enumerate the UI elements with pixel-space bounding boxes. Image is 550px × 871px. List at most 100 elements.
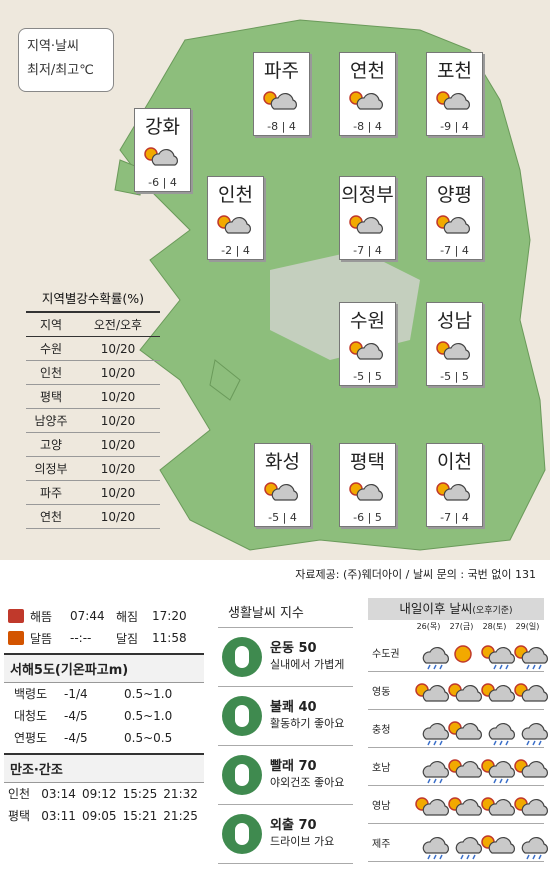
- rain-probability-table: 지역별강수확률(%) 지역 오전/오후 수원 10/20 인천 10/20 평택 10/2…: [26, 288, 160, 529]
- moonset-time: 11:58: [152, 631, 187, 645]
- rain-table-row: 수원 10/20: [26, 337, 160, 361]
- life-index-value: 불쾌 40: [270, 700, 317, 715]
- city-low: -5: [353, 370, 365, 383]
- city-name: 포천: [437, 60, 472, 82]
- moonset-label: 달짐: [116, 631, 139, 646]
- rain-region: 평택: [39, 390, 63, 404]
- life-index-title: 생활날씨 지수: [218, 598, 353, 628]
- moon-icon: [8, 631, 24, 645]
- life-index-item: 운동 50 실내에서 가볍게: [218, 628, 353, 687]
- sun-cloud-icon: [412, 793, 449, 817]
- rain-value: 10/20: [100, 342, 136, 356]
- sun-cloud-icon: [445, 717, 482, 741]
- tides-title: 만조·간조: [4, 753, 204, 783]
- city-high: 4: [374, 244, 382, 257]
- sun-cloud-icon: [141, 143, 185, 171]
- life-index-value: 외출 70: [270, 818, 317, 833]
- city-high: 4: [242, 244, 250, 257]
- sun-cloud-icon: [346, 211, 390, 239]
- sun-cloud-icon: [346, 337, 390, 365]
- city-low: -7: [440, 511, 452, 524]
- rain-table-row: 인천 10/20: [26, 361, 160, 385]
- rain-table-row: 연천 10/20: [26, 505, 160, 529]
- wave-height: 0.5~0.5: [124, 731, 173, 745]
- rain-region: 고양: [39, 438, 63, 452]
- sun-cloud-icon: [511, 755, 548, 779]
- tide-place: 평택: [8, 809, 31, 823]
- rain-region: 인천: [39, 366, 63, 380]
- tide-row: 인천 03:14 09:12 15:25 21:32: [4, 783, 204, 805]
- sun-cloud-icon: [511, 679, 548, 703]
- rain-table-row: 남양주 10/20: [26, 409, 160, 433]
- rain-region: 파주: [39, 486, 63, 500]
- week-row: 충청: [368, 710, 548, 748]
- sun-cloud-icon: [346, 478, 390, 506]
- cloud-rain-icon: [511, 717, 548, 745]
- sun-row: 해뜸 07:44 해짐 17:20: [4, 605, 204, 627]
- city-high: 4: [169, 176, 177, 189]
- rain-table-row: 파주 10/20: [26, 481, 160, 505]
- life-index-item: 외출 70 드라이브 가요: [218, 805, 353, 864]
- week-forecast: 내일이후 날씨(오후기준) 26(목) 27(금) 28(토) 29(일) 수도…: [368, 598, 548, 862]
- city-temp: -2 | 4: [221, 244, 250, 257]
- life-weather-index: 생활날씨 지수 운동 50 실내에서 가볍게 불쾌 40 활동하기 좋아요 빨래 70 야…: [218, 598, 353, 864]
- city-temp: -7 | 4: [440, 244, 469, 257]
- waves-title: 서해5도(기온파고m): [4, 653, 204, 683]
- rain-region: 수원: [39, 342, 63, 356]
- city-high: 4: [461, 120, 469, 133]
- city-name: 이천: [437, 451, 472, 473]
- wave-temp: -4/5: [64, 709, 88, 723]
- cloud-rain-icon: [511, 831, 548, 859]
- city-temp: -8 | 4: [267, 120, 296, 133]
- city-high: 5: [374, 370, 382, 383]
- sun-cloud-icon: [511, 793, 548, 817]
- week-row: 영동: [368, 672, 548, 710]
- tide-time: 21:25: [163, 809, 198, 823]
- sun-cloud-icon: [261, 478, 305, 506]
- city-card-6: 의정부 -7 | 4: [339, 176, 396, 260]
- outing-icon: [222, 814, 262, 854]
- city-card-10: 화성 -5 | 4: [254, 443, 311, 527]
- city-card-5: 인천 -2 | 4: [207, 176, 264, 260]
- city-temp: -7 | 4: [353, 244, 382, 257]
- rain-header-ampm: 오전/오후: [93, 318, 143, 332]
- tide-time: 09:12: [81, 787, 117, 801]
- city-name: 인천: [218, 184, 253, 206]
- rain-value: 10/20: [100, 462, 136, 476]
- moonrise-label: 달뜸: [30, 631, 53, 646]
- cloud-rain-icon: [412, 831, 449, 859]
- city-card-1: 파주 -8 | 4: [253, 52, 310, 136]
- cloud-rain-icon: [412, 717, 449, 745]
- city-high: 4: [374, 120, 382, 133]
- city-name: 의정부: [341, 184, 394, 206]
- city-temp: -6 | 4: [148, 176, 177, 189]
- city-card-2: 연천 -8 | 4: [339, 52, 396, 136]
- rain-value: 10/20: [100, 366, 136, 380]
- week-region: 영동: [372, 687, 391, 698]
- city-name: 강화: [145, 116, 180, 138]
- sunset-label: 해짐: [116, 609, 139, 624]
- city-card-8: 수원 -5 | 5: [339, 302, 396, 386]
- tide-time: 15:25: [122, 787, 158, 801]
- city-low: -5: [440, 370, 452, 383]
- week-title-note: (오후기준): [472, 606, 513, 616]
- week-date: 26(목): [416, 622, 441, 631]
- sun-cloud-icon: [445, 679, 482, 703]
- rain-table-row: 의정부 10/20: [26, 457, 160, 481]
- sun-moon-panel: 해뜸 07:44 해짐 17:20 달뜸 --:-- 달짐 11:58 서해5도…: [4, 605, 204, 827]
- sun-cloud-icon: [433, 211, 477, 239]
- city-high: 5: [461, 370, 469, 383]
- tide-time: 09:05: [81, 809, 117, 823]
- city-low: -6: [148, 176, 160, 189]
- sun-cloud-icon: [478, 831, 515, 855]
- rain-table-row: 평택 10/20: [26, 385, 160, 409]
- sun-cloud-icon: [412, 679, 449, 703]
- life-index-desc: 야외건조 좋아요: [270, 776, 345, 789]
- wave-height: 0.5~1.0: [124, 687, 173, 701]
- week-title-text: 내일이후 날씨: [399, 601, 473, 616]
- week-title: 내일이후 날씨(오후기준): [368, 598, 544, 620]
- city-high: 4: [461, 244, 469, 257]
- sun-cloud-rain-icon: [478, 641, 515, 669]
- sunset-time: 17:20: [152, 609, 187, 623]
- rain-table-row: 고양 10/20: [26, 433, 160, 457]
